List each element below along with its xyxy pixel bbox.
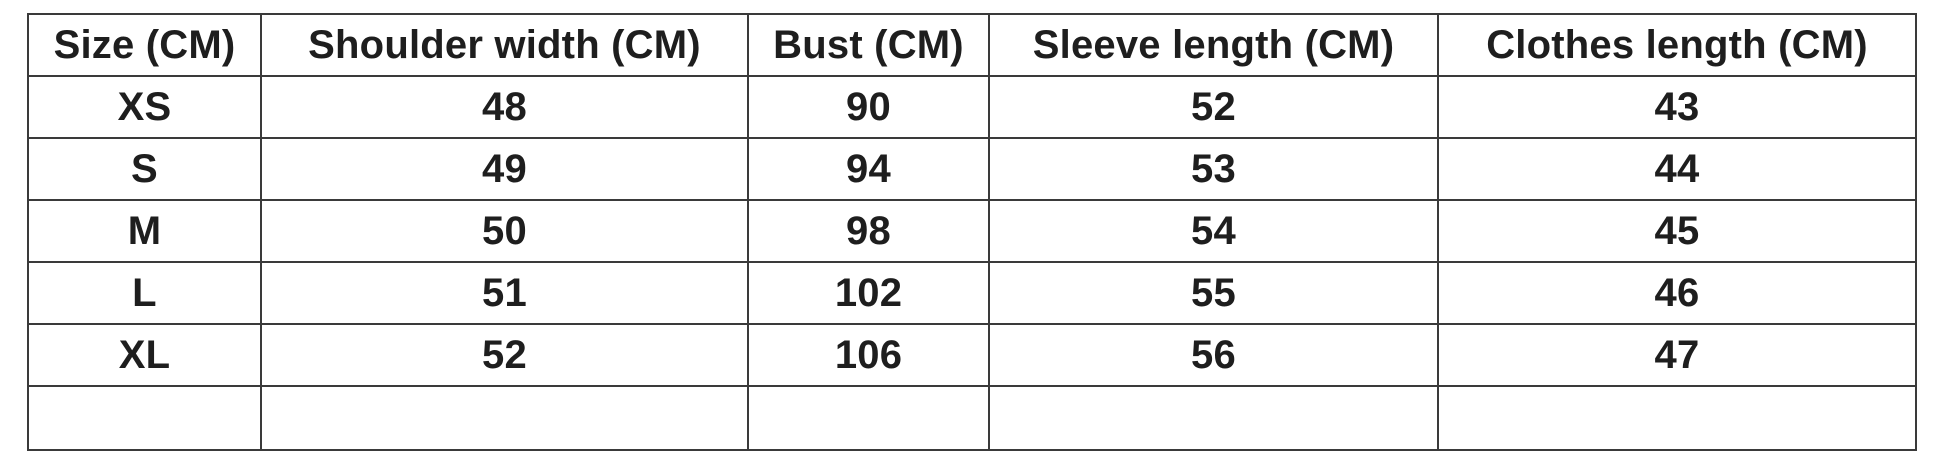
size-chart: Size (CM) Shoulder width (CM) Bust (CM) … <box>27 13 1917 451</box>
bust-cell: 94 <box>747 137 990 201</box>
table-row-xl: XL 52 106 56 47 <box>27 323 1917 387</box>
header-row: Size (CM) Shoulder width (CM) Bust (CM) … <box>27 13 1917 77</box>
shoulder-width-cell: 52 <box>260 323 749 387</box>
column-header-bust: Bust (CM) <box>747 13 990 77</box>
table-row-m: M 50 98 54 45 <box>27 199 1917 263</box>
empty-cell <box>260 385 749 451</box>
size-cell: L <box>27 261 262 325</box>
clothes-length-cell: 45 <box>1437 199 1917 263</box>
column-header-clothes-length: Clothes length (CM) <box>1437 13 1917 77</box>
bust-cell: 102 <box>747 261 990 325</box>
sleeve-length-cell: 52 <box>988 75 1439 139</box>
column-header-sleeve-length: Sleeve length (CM) <box>988 13 1439 77</box>
shoulder-width-cell: 49 <box>260 137 749 201</box>
empty-cell <box>1437 385 1917 451</box>
size-cell: XL <box>27 323 262 387</box>
shoulder-width-cell: 50 <box>260 199 749 263</box>
empty-cell <box>747 385 990 451</box>
table-row-s: S 49 94 53 44 <box>27 137 1917 201</box>
sleeve-length-cell: 53 <box>988 137 1439 201</box>
shoulder-width-cell: 51 <box>260 261 749 325</box>
clothes-length-cell: 46 <box>1437 261 1917 325</box>
empty-cell <box>988 385 1439 451</box>
bust-cell: 98 <box>747 199 990 263</box>
column-header-size: Size (CM) <box>27 13 262 77</box>
sleeve-length-cell: 54 <box>988 199 1439 263</box>
size-cell: XS <box>27 75 262 139</box>
bust-cell: 90 <box>747 75 990 139</box>
size-cell: S <box>27 137 262 201</box>
clothes-length-cell: 43 <box>1437 75 1917 139</box>
clothes-length-cell: 44 <box>1437 137 1917 201</box>
table-row-xs: XS 48 90 52 43 <box>27 75 1917 139</box>
clothes-length-cell: 47 <box>1437 323 1917 387</box>
column-header-shoulder-width: Shoulder width (CM) <box>260 13 749 77</box>
shoulder-width-cell: 48 <box>260 75 749 139</box>
empty-cell <box>27 385 262 451</box>
table-row-clipped-empty <box>27 385 1917 451</box>
size-chart-table: Size (CM) Shoulder width (CM) Bust (CM) … <box>27 13 1917 451</box>
table-row-l: L 51 102 55 46 <box>27 261 1917 325</box>
sleeve-length-cell: 55 <box>988 261 1439 325</box>
sleeve-length-cell: 56 <box>988 323 1439 387</box>
size-cell: M <box>27 199 262 263</box>
bust-cell: 106 <box>747 323 990 387</box>
